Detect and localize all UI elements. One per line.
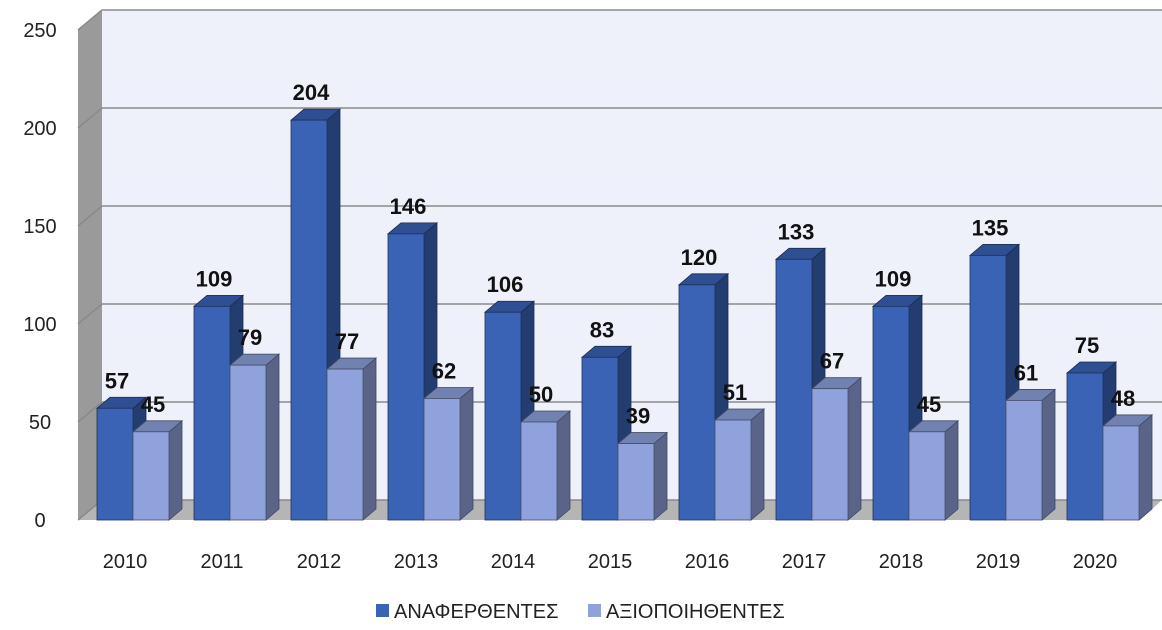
value-label: 51: [723, 380, 747, 405]
bar-side: [653, 431, 668, 521]
bar: [193, 305, 231, 521]
bar-side: [265, 353, 280, 521]
value-label: 50: [529, 382, 553, 407]
y-tick-label: 100: [23, 314, 56, 336]
value-label: 106: [487, 272, 524, 297]
bar-side: [1041, 388, 1056, 521]
x-tick-label: 2013: [394, 551, 439, 573]
x-tick-label: 2019: [976, 551, 1021, 573]
bar: [484, 311, 522, 521]
grid-line: [77, 205, 103, 227]
bar: [326, 368, 364, 521]
value-label: 133: [778, 219, 815, 244]
x-tick-label: 2016: [685, 551, 730, 573]
legend-swatch: [588, 604, 601, 617]
legend-label: ΑΝΑΦΕΡΘΕΝΤΕΣ: [394, 601, 558, 623]
bar: [811, 388, 849, 521]
bar: [387, 233, 425, 521]
bar: [520, 421, 558, 521]
value-label: 83: [590, 317, 614, 342]
bar: [1005, 400, 1043, 521]
x-tick-label: 2012: [297, 551, 342, 573]
value-label: 120: [681, 245, 718, 270]
x-tick-label: 2011: [200, 551, 243, 573]
grid-line: [77, 107, 103, 129]
bar-side: [750, 408, 765, 521]
value-label: 79: [238, 325, 262, 350]
value-label: 45: [141, 392, 165, 417]
legend-label: ΑΞΙΟΠΟΙΗΘΕΝΤΕΣ: [606, 601, 785, 623]
y-tick-label: 250: [23, 20, 56, 42]
bar-side: [1138, 414, 1153, 521]
grid-line: [77, 9, 103, 31]
grid-line: [77, 303, 103, 325]
y-tick-label: 200: [23, 118, 56, 140]
value-label: 61: [1014, 360, 1038, 385]
bar: [678, 284, 716, 521]
value-label: 135: [972, 215, 1009, 240]
x-tick-label: 2015: [588, 551, 633, 573]
value-label: 57: [105, 368, 129, 393]
x-tick-label: 2014: [491, 551, 536, 573]
bar: [581, 356, 619, 521]
bar-side: [362, 357, 377, 521]
value-label: 67: [820, 349, 844, 374]
bar: [423, 398, 461, 521]
value-label: 77: [335, 329, 359, 354]
x-tick-label: 2020: [1073, 551, 1118, 573]
bar-side: [459, 386, 474, 521]
value-label: 62: [432, 358, 456, 383]
grid-line: [77, 401, 103, 423]
legend-swatch: [376, 604, 389, 617]
value-label: 204: [293, 80, 330, 105]
x-tick-label: 2018: [879, 551, 924, 573]
side-wall: [78, 10, 102, 520]
bar-side: [168, 419, 183, 521]
bar: [1102, 425, 1140, 521]
bar: [969, 254, 1007, 521]
bar: [96, 407, 134, 521]
value-label: 109: [875, 266, 912, 291]
value-label: 39: [626, 404, 650, 429]
y-tick-label: 0: [34, 510, 45, 532]
y-tick-label: 50: [29, 412, 51, 434]
x-tick-label: 2010: [103, 551, 148, 573]
bar-side: [556, 410, 571, 521]
bar: [229, 364, 267, 521]
bar: [290, 119, 328, 521]
bar-side: [847, 376, 862, 521]
bar-side: [944, 419, 959, 521]
value-label: 146: [390, 194, 427, 219]
bar: [617, 443, 655, 521]
value-label: 48: [1111, 386, 1135, 411]
bar: [872, 305, 910, 521]
bar: [714, 419, 752, 521]
value-label: 75: [1075, 333, 1099, 358]
bar: [775, 258, 813, 521]
bar: [1066, 372, 1104, 521]
x-tick-label: 2017: [782, 551, 827, 573]
y-tick-label: 150: [23, 216, 56, 238]
value-label: 45: [917, 392, 941, 417]
bar: [908, 431, 946, 521]
bar: [132, 431, 170, 521]
value-label: 109: [196, 266, 233, 291]
